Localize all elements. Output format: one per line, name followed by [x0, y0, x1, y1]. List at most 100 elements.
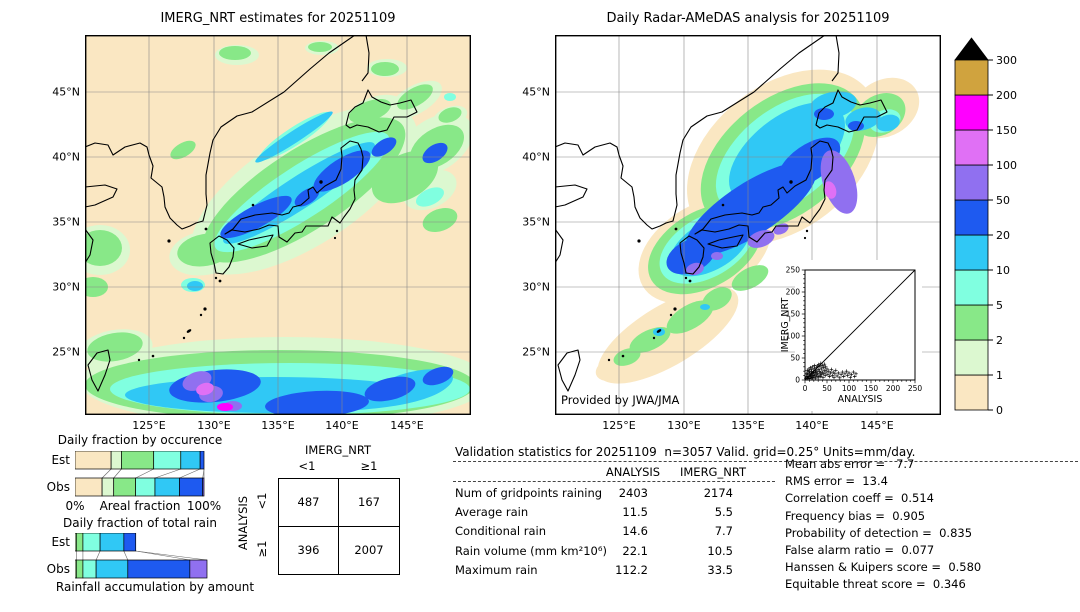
colorbar-label: 10 [996, 264, 1010, 277]
colorbar-swatch [954, 94, 989, 131]
inset-scatter-point [820, 363, 824, 368]
inset-scatter-point [827, 369, 831, 373]
stats-divider-cols [453, 481, 775, 482]
total-rain-obs-label: Obs [46, 562, 70, 576]
stats-divider-top [453, 461, 1078, 462]
left-ytick-25n: 25°N [52, 345, 80, 359]
legend-connector [101, 468, 112, 479]
est-bar-segment [180, 451, 201, 470]
inset-y-tick-label: 100 [786, 332, 801, 341]
occurrence-x100-label: 100% [186, 499, 222, 513]
occurrence-obs-label: Obs [46, 480, 70, 494]
right-ytick-40n: 40°N [522, 150, 550, 164]
right-xtick-135e: 135°E [731, 419, 765, 432]
inset-scatter-point [840, 370, 845, 374]
stats-col-imerg: IMERG_NRT [679, 465, 746, 479]
inset-scatter-point [828, 371, 833, 375]
occurrence-x0-label: 0% [65, 499, 85, 513]
left-ytick-30n: 30°N [52, 280, 80, 294]
legend-connector [95, 550, 101, 561]
inset-scatter-point [825, 367, 829, 371]
stats-col-analysis: ANALYSIS [605, 465, 661, 479]
est-bar-segment [110, 451, 122, 470]
left-xtick-135e: 135°E [261, 419, 295, 432]
right-xtick-145e: 145°E [860, 419, 894, 432]
inset-scatter-point [812, 363, 817, 368]
contingency-cell-hits-wet: 2007 [354, 543, 384, 558]
inset-scatter-point [814, 372, 818, 377]
colorbar-label: 50 [996, 194, 1010, 207]
colorbar-label: 200 [996, 89, 1017, 102]
inset-scatter-point [834, 368, 838, 373]
colorbar-swatch [954, 199, 989, 236]
contingency-cell-hits-dry: 487 [279, 479, 339, 527]
inset-y-tick-label: 200 [786, 288, 801, 297]
obs-bar-segment [135, 477, 156, 497]
score-ets: Equitable threat score = 0.346 [785, 577, 966, 592]
obs-bar-segment [82, 559, 97, 579]
inset-scatter-point [847, 371, 851, 375]
stats-table: Num of gridpoints raining 2403 2174 Aver… [455, 486, 785, 582]
colorbar-swatch [954, 374, 989, 411]
inset-scatter-point [821, 375, 825, 380]
inset-scatter-point [841, 374, 846, 379]
inset-y-tick-label: 150 [786, 310, 801, 319]
contingency-cell-false-alarm: 167 [339, 479, 399, 527]
total-rain-legend-chart [75, 533, 208, 579]
inset-scatter-point [810, 365, 815, 369]
inset-scatter-point [811, 373, 815, 377]
colorbar-swatch [954, 269, 989, 306]
inset-scatter-point [824, 370, 828, 374]
score-pod: Probability of detection = 0.835 [785, 525, 973, 540]
legend-connector [154, 468, 181, 479]
contingency-row-label-lt1: <1 [255, 492, 269, 510]
legend-connector [123, 550, 129, 561]
inset-scatter-point [839, 372, 843, 377]
inset-scatter-point [830, 373, 835, 378]
occurrence-chart-title: Daily fraction by occurence [57, 433, 223, 447]
inset-scatter-point [843, 372, 847, 376]
score-rms-error: RMS error = 13.4 [785, 474, 888, 489]
stats-scores: Mean abs error = 7.7 RMS error = 13.4 Co… [785, 456, 981, 594]
inset-y-tick-label: 250 [786, 266, 801, 275]
est-bar-segment [121, 451, 155, 470]
est-bar-segment [99, 533, 125, 552]
inset-scatter-point [816, 362, 821, 367]
inset-scatter-point [832, 375, 836, 380]
colorbar-label: 100 [996, 159, 1017, 172]
inset-xlabel: ANALYSIS [838, 394, 883, 405]
inset-scatter-point [851, 370, 856, 374]
inset-scatter-point [829, 367, 834, 372]
inset-scatter-point [835, 374, 839, 378]
inset-scatter-point [823, 373, 827, 378]
colorbar-label: 1 [996, 369, 1003, 382]
contingency-row-title: ANALYSIS [236, 495, 250, 551]
legend-connector [135, 550, 190, 561]
colorbar-label: 150 [996, 124, 1017, 137]
contingency-col-label-lt1: <1 [298, 459, 316, 473]
colorbar-swatch [954, 164, 989, 201]
colorbar-swatch [954, 129, 989, 166]
inset-scatter-point [836, 371, 841, 375]
legend-connector [179, 468, 201, 479]
right-xtick-130e: 130°E [667, 419, 701, 432]
est-bar-segment [199, 451, 205, 470]
legend-connector [113, 468, 122, 479]
inset-scatter-point [845, 373, 850, 378]
stats-header: Validation statistics for 20251109 n=305… [455, 445, 916, 459]
left-map-title: IMERG_NRT estimates for 20251109 [160, 11, 396, 26]
est-bar-segment [82, 533, 101, 552]
inset-scatter-point [816, 376, 820, 380]
inset-scatter-point [826, 372, 830, 377]
est-bar-segment [123, 533, 137, 552]
colorbar-label: 2 [996, 334, 1003, 347]
right-xtick-125e: 125°E [602, 419, 636, 432]
est-bar-segment [153, 451, 182, 470]
inset-scatter-point [838, 376, 842, 380]
inset-x-tick-label: 50 [822, 384, 832, 393]
inset-scatter-point [819, 372, 824, 377]
colorbar-label: 20 [996, 229, 1010, 242]
colorbar-swatch [954, 59, 989, 96]
obs-bar-segment [179, 477, 204, 497]
